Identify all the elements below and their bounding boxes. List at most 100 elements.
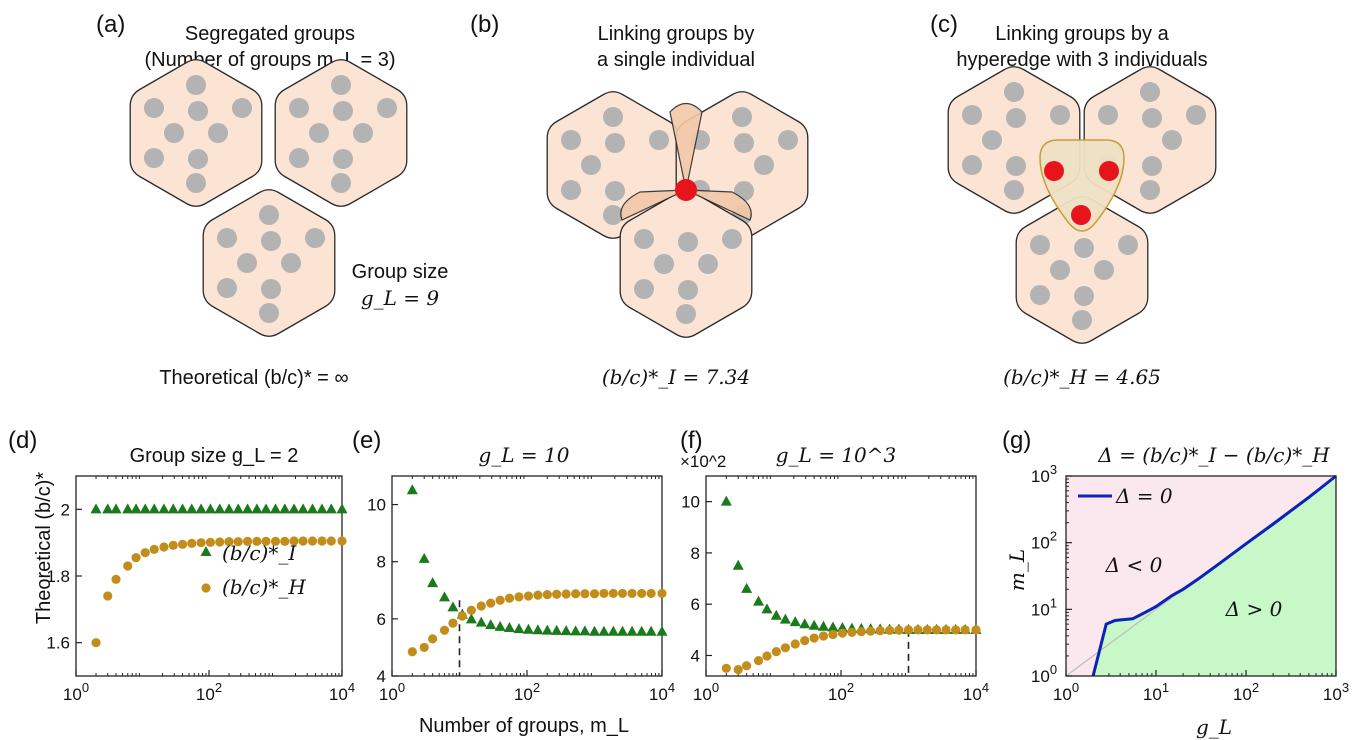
individual-node [1050, 260, 1070, 280]
individual-node [188, 149, 208, 169]
individual-node [561, 180, 581, 200]
data-point-circle [419, 642, 429, 653]
data-point-triangle [789, 616, 801, 627]
data-point-triangle [270, 503, 281, 514]
region-label-negative: Δ < 0 [1105, 553, 1163, 577]
data-point-circle [103, 591, 113, 601]
individual-node [1074, 286, 1094, 306]
data-point-circle [242, 536, 253, 546]
individual-node [1162, 130, 1182, 150]
data-point-circle [742, 661, 752, 671]
data-point-circle [224, 537, 234, 547]
panel-c-result: (b/c)*_H = 4.65 [1003, 365, 1161, 389]
individual-node [654, 254, 674, 274]
panel-label-a: (a) [96, 11, 125, 38]
data-point-circle [466, 605, 476, 615]
data-point-circle [280, 536, 290, 546]
individual-node [164, 123, 184, 143]
chart-d: (d) Group size g_L = 2 Theoretical (b/c)… [8, 427, 355, 704]
panel-label-f: (f) [680, 427, 703, 454]
individual-node [1140, 82, 1160, 102]
data-point-triangle [560, 625, 572, 636]
data-point-circle [790, 639, 800, 649]
individual-node [377, 98, 397, 118]
individual-node [1186, 105, 1206, 125]
group-bottom [202, 189, 336, 337]
hyperedge-individual-node [1044, 161, 1064, 181]
individual-node [331, 173, 351, 193]
individual-node [649, 130, 669, 150]
individual-node [144, 98, 164, 118]
individual-node [333, 149, 353, 169]
data-point-triangle [439, 591, 451, 602]
x-tick-label: 104 [329, 680, 355, 704]
group-top-right [274, 59, 408, 207]
x-tick-label: 102 [1233, 680, 1259, 704]
data-point-triangle [598, 625, 610, 636]
shared-individual-node [675, 179, 697, 201]
data-point-triangle [427, 577, 439, 588]
x-tick-label: 104 [963, 680, 989, 704]
individual-node [581, 155, 601, 175]
data-point-circle [523, 591, 534, 601]
chart-g-ylabel: m_L [1005, 549, 1029, 591]
data-point-circle [951, 625, 961, 635]
data-point-triangle [223, 503, 235, 514]
overlap-region [620, 189, 687, 221]
plot-frame [1065, 475, 1337, 677]
hexagon-group [129, 59, 263, 207]
hyperedge-individual-node [1071, 205, 1091, 225]
chart-f: (f) g_L = 10^3 ×10^2 100 102 104 4 6 8 10 [680, 427, 989, 704]
x-tick-label: 103 [1323, 680, 1349, 704]
data-point-triangle [779, 613, 791, 624]
individual-node [754, 155, 774, 175]
data-point-circle [599, 588, 609, 599]
data-point-circle [580, 589, 590, 599]
individual-node [217, 228, 237, 248]
data-point-circle [903, 625, 914, 635]
group-top-left [129, 59, 263, 207]
individual-node [678, 280, 698, 300]
data-point-circle [514, 592, 524, 602]
data-point-circle [542, 589, 552, 600]
legend-marker-I [200, 546, 212, 556]
data-point-circle [298, 536, 308, 546]
data-point-triangle [418, 552, 430, 563]
data-point-circle [140, 548, 150, 558]
data-point-triangle [720, 495, 732, 506]
data-point-circle [533, 590, 543, 600]
data-point-triangle [799, 618, 811, 629]
data-point-circle [657, 588, 667, 599]
individual-node [1098, 105, 1118, 125]
panel-label-e: (e) [352, 427, 381, 454]
data-point-triangle [148, 503, 160, 514]
data-point-triangle [494, 620, 506, 631]
chart-d-title: Group size g_L = 2 [130, 445, 299, 467]
y-tick-label: 1.6 [46, 634, 70, 653]
data-point-circle [837, 628, 848, 638]
individual-node [289, 148, 309, 168]
individual-node [1094, 260, 1114, 280]
panel-b-result: (b/c)*_I = 7.34 [602, 365, 750, 389]
data-point-circle [637, 588, 647, 599]
individual-node [1142, 156, 1162, 176]
data-point-triangle [503, 622, 515, 632]
data-point-circle [646, 588, 656, 599]
data-point-circle [875, 626, 885, 636]
individual-node [698, 254, 718, 274]
data-point-circle [270, 536, 281, 546]
data-point-circle [504, 593, 515, 603]
data-point-triangle [167, 503, 179, 514]
legend-label: Δ = 0 [1115, 484, 1173, 508]
hexagon-group [1015, 196, 1149, 344]
x-tick-label: 102 [514, 680, 540, 704]
individual-node [261, 279, 281, 299]
hyperedge-individual-node [1099, 161, 1119, 181]
data-point-triangle [139, 503, 151, 514]
y-tick-label: 6 [377, 610, 386, 629]
individual-node [1030, 285, 1050, 305]
data-point-triangle [741, 582, 753, 593]
data-point-triangle [626, 625, 638, 636]
data-point-circle [922, 625, 932, 635]
